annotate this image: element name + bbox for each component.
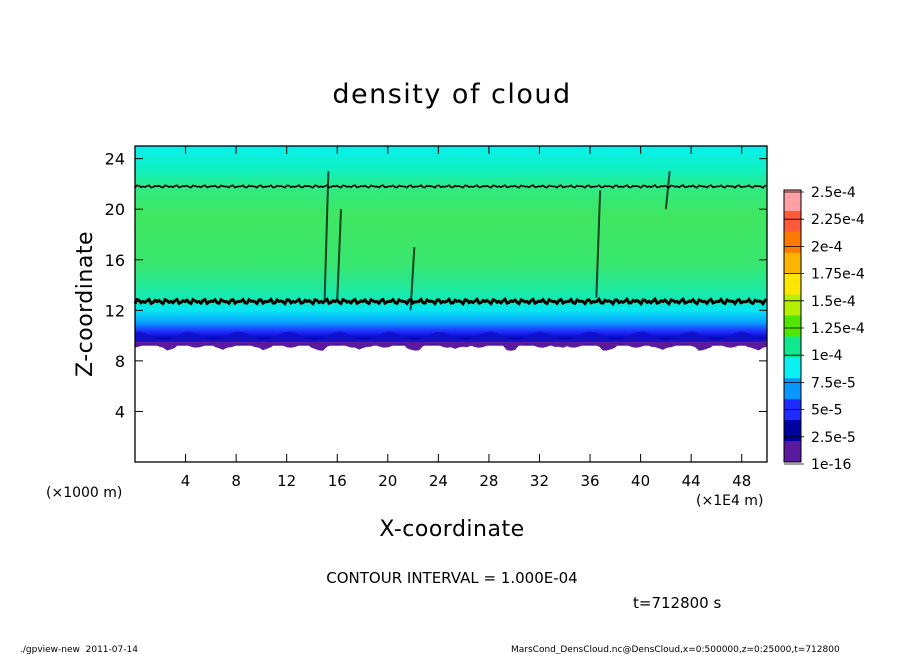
colorbar-swatch [784, 336, 801, 358]
x-tick-label: 28 [479, 472, 498, 490]
colorbar-label: 1e-4 [811, 348, 843, 364]
x-unit-right: (×1E4 m) [696, 493, 763, 509]
x-tick-label: 20 [378, 472, 397, 490]
colorbar-label: 2.25e-4 [811, 212, 865, 228]
colorbar-swatch [784, 273, 801, 296]
chart-title: density of cloud [332, 79, 571, 110]
colorbar-label: 1.75e-4 [811, 267, 865, 283]
scalloped-band [135, 331, 767, 342]
colorbar-swatch [784, 420, 801, 442]
x-axis-label: X-coordinate [379, 517, 524, 542]
colorbar-label: 2.5e-5 [811, 430, 856, 446]
colorbar-label: 7.5e-5 [811, 375, 856, 391]
contour-interval: CONTOUR INTERVAL = 1.000E-04 [326, 569, 577, 587]
colorbar-label: 2e-4 [811, 239, 843, 255]
footer-right: MarsCond_DensCloud.nc@DensCloud,x=0:5000… [511, 645, 840, 654]
colorbar-swatch [784, 294, 801, 317]
colorbar-swatch [784, 441, 801, 463]
x-tick-label: 44 [682, 472, 701, 490]
y-tick-label: 20 [105, 200, 125, 219]
x-axis-ticks: 4 8 12 16 20 24 28 32 36 40 44 48 [181, 146, 751, 490]
colorbar-swatch [784, 210, 801, 233]
colorbar-label: 2.5e-4 [811, 185, 856, 201]
colorbar-label: 1.5e-4 [811, 294, 856, 310]
dense-cloud-bands [133, 171, 768, 311]
colorbar-swatch [784, 190, 801, 212]
y-tick-label: 4 [115, 402, 125, 421]
colorbar-swatch [784, 357, 801, 379]
colorbar-border [783, 189, 802, 463]
dense-streak [336, 209, 343, 301]
y-tick-label: 12 [105, 301, 125, 320]
dense-streak [409, 247, 416, 311]
y-tick-label: 24 [105, 150, 125, 169]
x-tick-label: 48 [732, 472, 751, 490]
footer-left: ./gpview-new 2011-07-14 [20, 645, 138, 654]
dense-streak [664, 171, 671, 210]
colorbar-swatch [784, 231, 801, 254]
y-axis-label: Z-coordinate [73, 231, 98, 377]
colorbar-label: 1e-16 [811, 457, 851, 473]
x-unit-left: (×1000 m) [46, 485, 122, 501]
y-axis-ticks: 4 8 12 16 20 24 [105, 150, 767, 421]
x-tick-label: 36 [580, 472, 599, 490]
x-tick-label: 16 [328, 472, 347, 490]
x-tick-label: 8 [231, 472, 241, 490]
cloud-density-field [135, 146, 767, 351]
y-tick-label: 16 [105, 251, 125, 270]
colorbar-swatch [784, 252, 801, 275]
y-tick-label: 8 [115, 352, 125, 371]
lower-dense-band [133, 296, 768, 307]
cloud-base-edge [135, 339, 767, 351]
dense-streak [595, 190, 602, 298]
colorbar: 2.5e-4 2.25e-4 2e-4 1.75e-4 1.5e-4 1.25e-4 1e-… [783, 185, 865, 473]
colorbar-swatch [784, 315, 801, 337]
x-tick-label: 24 [429, 472, 448, 490]
x-tick-label: 4 [181, 472, 191, 490]
upper-dense-band [134, 184, 768, 189]
dense-streak [323, 171, 330, 301]
colorbar-label: 1.25e-4 [811, 321, 865, 337]
x-tick-label: 32 [530, 472, 549, 490]
time-label: t=712800 s [633, 594, 721, 612]
x-tick-label: 40 [631, 472, 650, 490]
plot-border [134, 145, 768, 463]
colorbar-label: 5e-5 [811, 403, 842, 419]
x-tick-label: 12 [277, 472, 296, 490]
colorbar-swatch [784, 378, 801, 400]
cloud-layer [135, 146, 767, 346]
